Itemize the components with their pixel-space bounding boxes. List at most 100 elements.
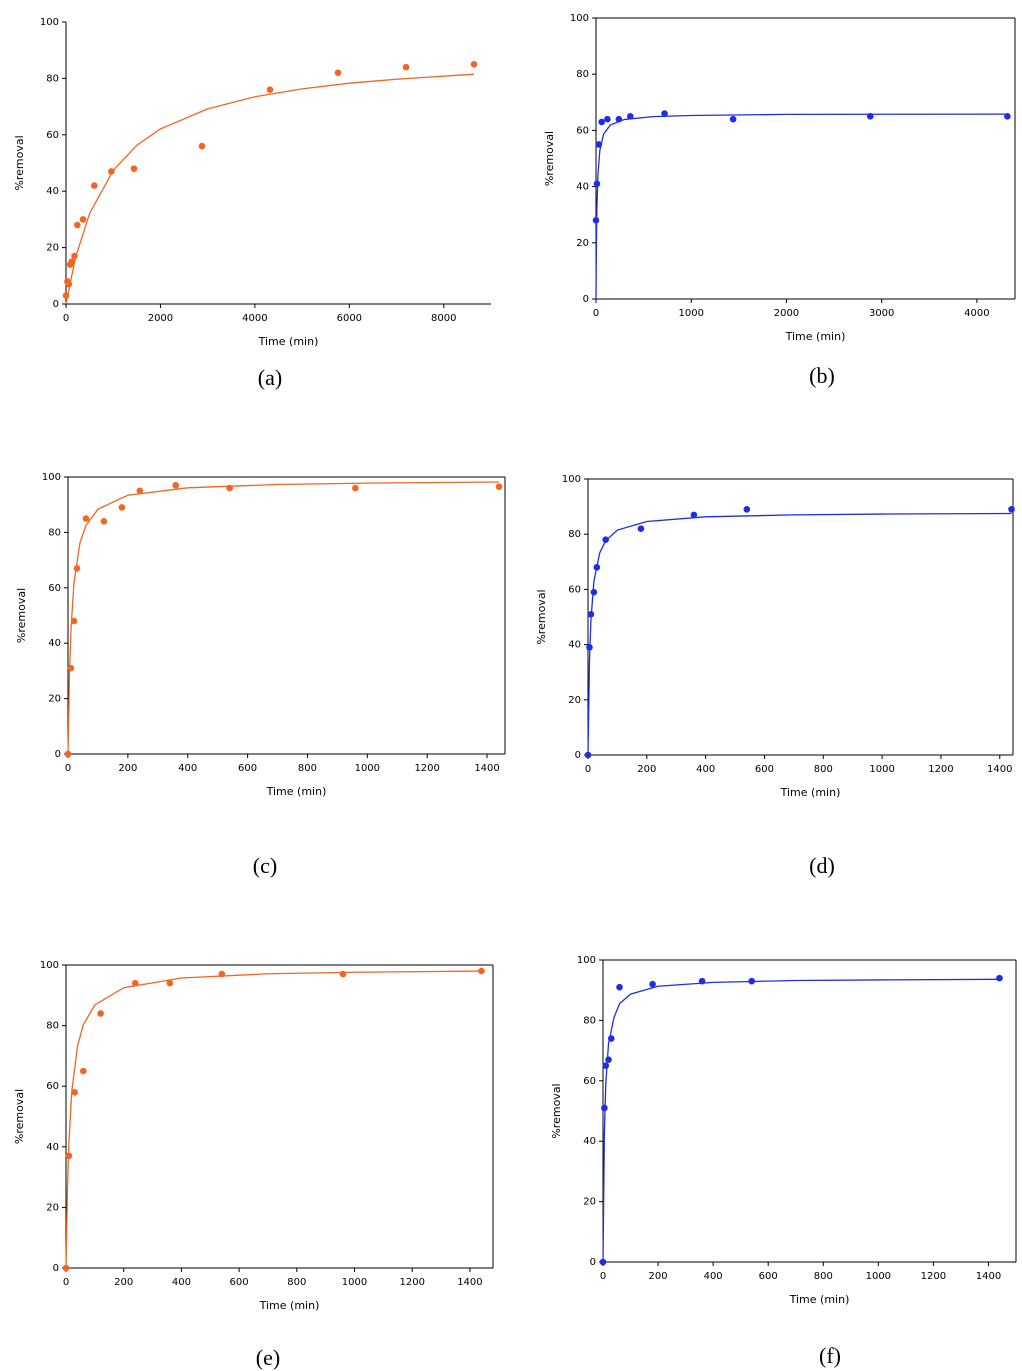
data-point xyxy=(866,113,874,120)
data-point xyxy=(729,115,737,123)
x-tick-label: 400 xyxy=(172,1277,191,1288)
caption: (f) xyxy=(819,1343,841,1368)
data-point xyxy=(67,664,75,672)
data-point xyxy=(71,1088,78,1096)
y-tick-label: 20 xyxy=(568,695,581,706)
data-point xyxy=(599,1258,607,1266)
y-tick-label: 80 xyxy=(576,69,589,80)
data-point xyxy=(626,113,634,120)
caption: (d) xyxy=(809,853,835,878)
y-tick-label: 20 xyxy=(46,243,59,254)
y-tick-label: 20 xyxy=(576,238,589,249)
y-tick-label: 60 xyxy=(48,583,61,594)
caption: (a) xyxy=(258,365,282,390)
data-point xyxy=(118,504,126,511)
y-tick-label: 60 xyxy=(583,1076,596,1087)
data-point xyxy=(64,750,72,758)
data-point xyxy=(598,118,606,126)
x-tick-label: 400 xyxy=(704,1271,723,1282)
data-point xyxy=(166,979,174,987)
x-tick-label: 1400 xyxy=(457,1277,482,1288)
data-point xyxy=(602,536,609,544)
y-tick-label: 40 xyxy=(568,640,581,651)
caption: (b) xyxy=(809,363,835,388)
data-point xyxy=(65,1152,73,1160)
data-point xyxy=(136,487,144,495)
y-tick-label: 80 xyxy=(46,73,59,84)
x-tick-label: 800 xyxy=(814,1271,833,1282)
data-point xyxy=(71,252,78,260)
data-point xyxy=(592,217,600,224)
y-axis-label: %removal xyxy=(13,1089,26,1144)
y-tick-label: 100 xyxy=(40,960,59,971)
x-axis-label: Time (min) xyxy=(259,1299,320,1312)
y-tick-label: 60 xyxy=(46,1081,59,1092)
y-tick-label: 80 xyxy=(583,1015,596,1026)
y-tick-label: 0 xyxy=(55,749,61,760)
x-tick-label: 400 xyxy=(696,764,715,775)
x-tick-label: 3000 xyxy=(869,308,894,319)
data-point xyxy=(68,258,75,266)
data-point xyxy=(218,970,226,978)
fit-line xyxy=(595,113,1008,300)
y-tick-label: 40 xyxy=(576,182,589,193)
x-tick-label: 1400 xyxy=(987,764,1012,775)
x-tick-label: 6000 xyxy=(337,313,362,324)
data-point xyxy=(74,221,81,229)
data-point xyxy=(996,974,1003,982)
y-tick-label: 100 xyxy=(577,955,596,966)
y-tick-label: 20 xyxy=(48,694,61,705)
y-tick-label: 100 xyxy=(42,472,61,483)
x-tick-label: 1000 xyxy=(342,1277,367,1288)
y-tick-label: 100 xyxy=(40,17,59,28)
x-tick-label: 0 xyxy=(585,764,591,775)
y-axis-label: %removal xyxy=(13,135,26,190)
data-point xyxy=(402,63,410,71)
data-point xyxy=(593,564,601,571)
y-tick-label: 0 xyxy=(590,1257,596,1268)
data-point xyxy=(70,617,78,625)
data-point xyxy=(82,515,90,522)
data-point xyxy=(602,1062,610,1069)
x-tick-label: 0 xyxy=(63,313,69,324)
data-point xyxy=(661,110,668,117)
x-tick-label: 2000 xyxy=(148,313,173,324)
y-tick-label: 0 xyxy=(53,299,59,310)
data-point xyxy=(607,1035,615,1042)
y-tick-label: 0 xyxy=(583,294,589,305)
data-point xyxy=(478,967,485,975)
x-tick-label: 600 xyxy=(238,763,257,774)
data-point xyxy=(1004,113,1011,120)
data-point xyxy=(587,610,595,618)
y-axis-label: %removal xyxy=(543,131,556,186)
data-point xyxy=(339,970,347,978)
caption: (c) xyxy=(253,853,277,878)
x-tick-label: 0 xyxy=(63,1277,69,1288)
x-tick-label: 800 xyxy=(298,763,317,774)
x-tick-label: 4000 xyxy=(242,313,267,324)
x-tick-label: 4000 xyxy=(964,308,989,319)
data-point xyxy=(586,644,593,651)
y-tick-label: 60 xyxy=(568,584,581,595)
data-point xyxy=(690,511,698,519)
data-point xyxy=(1008,506,1015,513)
caption: (e) xyxy=(256,1345,280,1370)
y-tick-label: 80 xyxy=(568,529,581,540)
data-point xyxy=(108,168,115,175)
x-tick-label: 2000 xyxy=(774,308,799,319)
x-tick-label: 400 xyxy=(178,763,197,774)
data-point xyxy=(131,979,139,987)
x-tick-label: 600 xyxy=(230,1277,249,1288)
x-tick-label: 1000 xyxy=(869,764,894,775)
x-tick-label: 8000 xyxy=(431,313,456,324)
x-tick-label: 1200 xyxy=(921,1271,946,1282)
data-point xyxy=(62,1264,70,1272)
data-point xyxy=(616,983,623,991)
data-point xyxy=(352,484,359,492)
x-tick-label: 1200 xyxy=(414,763,439,774)
x-axis-label: Time (min) xyxy=(258,335,319,348)
y-tick-label: 80 xyxy=(46,1021,59,1032)
data-point xyxy=(172,482,180,489)
x-tick-label: 800 xyxy=(287,1277,306,1288)
